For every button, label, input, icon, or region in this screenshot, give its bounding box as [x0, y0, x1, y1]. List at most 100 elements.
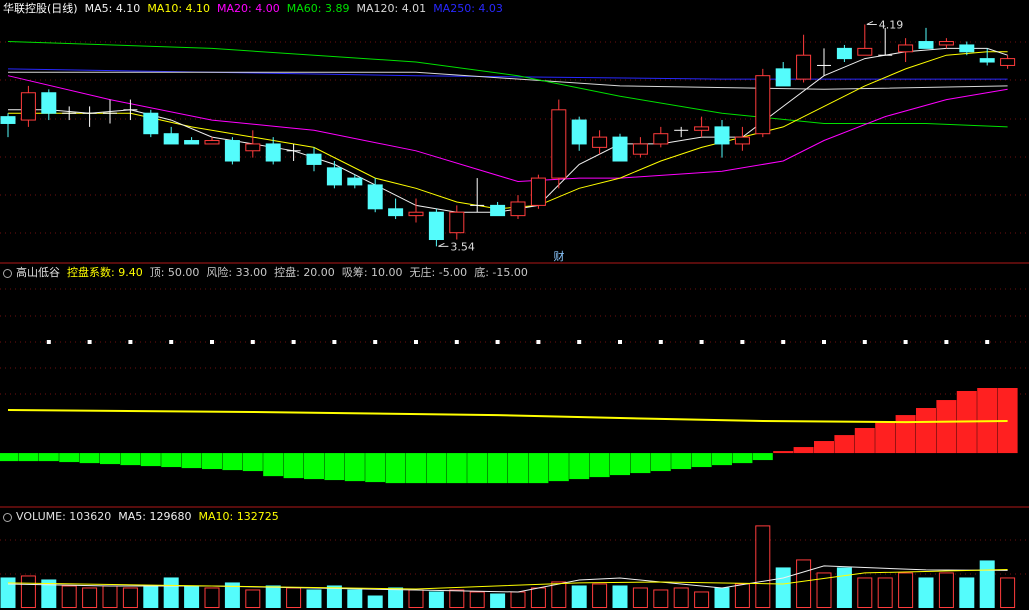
volume-bar: [286, 587, 302, 608]
candle-body: [632, 143, 648, 155]
min-label: 3.54: [450, 240, 475, 253]
indicator-bar: [650, 453, 671, 472]
candle-body: [796, 54, 812, 80]
marker-square: [699, 340, 704, 344]
indicator-bar: [528, 453, 549, 484]
volume-bar: [367, 595, 383, 609]
candle-body: [0, 116, 16, 124]
candle-body: [41, 92, 57, 114]
ma-line: [7, 409, 1008, 424]
volume-header: VOLUME103620 MA5129680 MA10132725: [3, 509, 286, 524]
volume-bar: [632, 587, 648, 608]
marker-square: [903, 340, 908, 344]
legend-name: MA5: [85, 2, 116, 15]
volume-bar: [449, 589, 465, 609]
volume-bar: [306, 589, 322, 609]
candle-body: [653, 133, 669, 145]
separators: [0, 41, 1029, 575]
candle-body: [979, 58, 995, 63]
indicator-bar: [324, 453, 345, 481]
volume-bar: [388, 587, 404, 608]
volume-bar: [204, 587, 220, 608]
volume-bar: [510, 591, 526, 608]
marker-square: [414, 340, 418, 344]
indicator-bar: [161, 453, 182, 468]
legend-value: 4.10: [115, 2, 141, 15]
level-value: 50.00: [167, 266, 200, 279]
candle-body: [918, 41, 934, 49]
candle-body: [938, 41, 954, 46]
candle-body: [490, 204, 506, 217]
level-name: 顶: [150, 266, 168, 279]
marker-square: [454, 340, 459, 344]
marker-square: [250, 340, 255, 344]
candle-body: [551, 109, 567, 179]
legend-name: MA250: [433, 2, 478, 15]
volume-bar: [836, 567, 852, 608]
candle-body: [449, 211, 465, 234]
candle-body: [612, 136, 628, 162]
level-value: -5.00: [438, 266, 468, 279]
volume-bar: [857, 577, 873, 609]
marker-square: [169, 340, 174, 344]
candle-body: [408, 211, 424, 217]
candle-body: [734, 136, 750, 145]
legend-name: MA5: [118, 510, 149, 523]
ma-line: [7, 75, 1008, 183]
indicator-header: 高山低谷控盘系数9.40 顶50.00 风险33.00 控盘20.00 吸筹10.00 无…: [3, 265, 535, 280]
candle-body: [1000, 58, 1016, 66]
candle-body: [530, 177, 546, 206]
indicator-bar: [0, 453, 18, 462]
volume-bar: [918, 577, 934, 609]
candle-body: [898, 44, 914, 53]
volume-bar: [41, 579, 57, 608]
marker-square: [658, 340, 663, 344]
volume-bar: [163, 577, 179, 609]
indicator-bar: [997, 388, 1018, 454]
marker-square: [495, 340, 500, 344]
legend-value: 4.01: [401, 2, 427, 15]
indicator-bar: [263, 453, 284, 477]
candle-body: [204, 140, 220, 145]
level-name: 底: [474, 266, 492, 279]
indicator-bar: [446, 453, 467, 484]
volume-bar: [673, 587, 689, 608]
indicator-bar: [79, 453, 100, 464]
candle-body: [163, 133, 179, 145]
volume-bar: [0, 577, 16, 609]
legend-value: 129680: [149, 510, 192, 523]
indicator-bar: [100, 453, 120, 465]
indicator-bar: [283, 453, 304, 479]
indicator-bar: [38, 453, 59, 462]
candle-body: [571, 119, 587, 145]
volume-bar: [653, 589, 669, 609]
marker-square: [618, 340, 622, 344]
indicator-bar: [385, 453, 406, 484]
level-name: 风险: [206, 266, 235, 279]
indicator-bar: [630, 453, 651, 474]
indicator-bar: [814, 441, 834, 454]
indicator-bar: [120, 453, 141, 466]
legend-name: MA10: [198, 510, 236, 523]
marker-square: [862, 340, 867, 344]
panel-icon: [3, 268, 12, 278]
indicator-bar: [671, 453, 692, 470]
legend-name: MA60: [287, 2, 325, 15]
volume-bar: [592, 583, 608, 609]
indicator-bar: [916, 408, 936, 454]
indicator-bar: [712, 453, 732, 466]
marker-square: [46, 340, 51, 344]
ma-line: [8, 51, 1008, 210]
level-name: 无庄: [410, 266, 439, 279]
candle-body: [306, 153, 322, 165]
indicator-bar: [426, 453, 447, 484]
volume-bar: [898, 572, 914, 609]
volume-bar: [571, 585, 587, 608]
indicator-bar: [854, 428, 875, 454]
candle-body: [224, 140, 240, 162]
candle-body: [510, 201, 526, 217]
level-value: 20.00: [303, 266, 335, 279]
indicator-bar: [18, 453, 39, 462]
ma-line: [7, 41, 1008, 128]
